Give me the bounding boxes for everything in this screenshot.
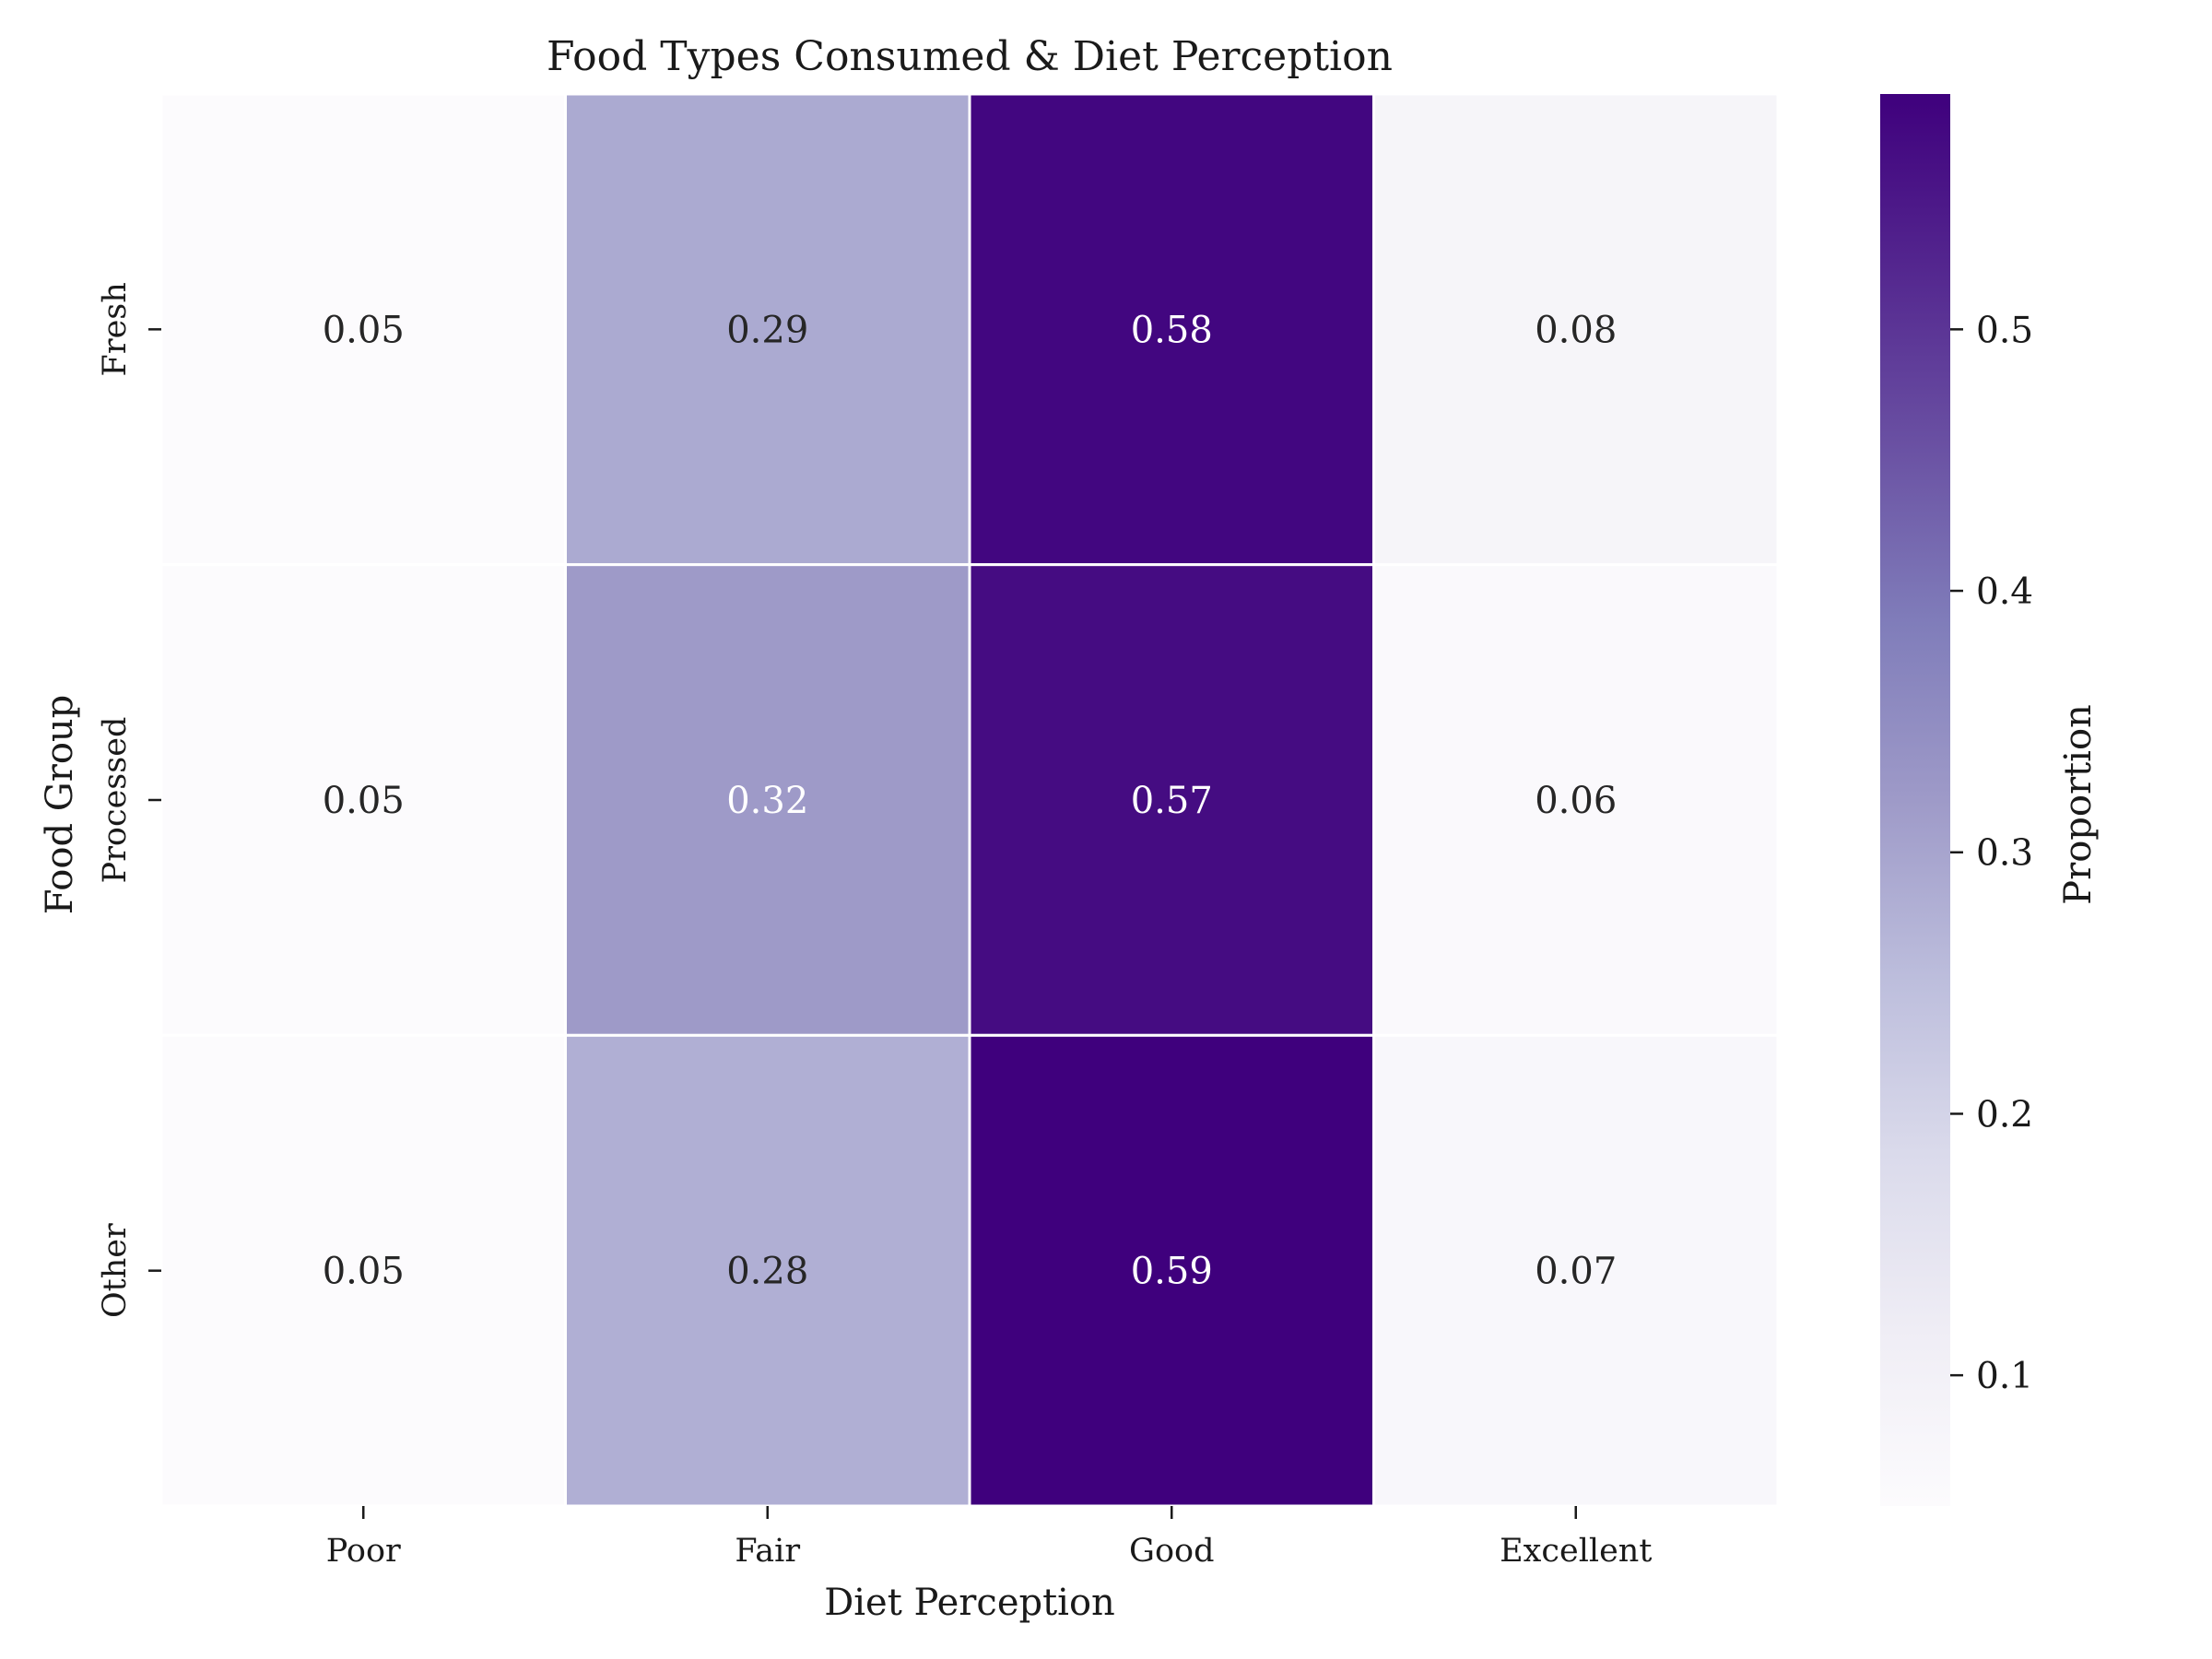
colorbar-tick-label: 0.5 — [1976, 310, 2033, 351]
cell-value-label: 0.05 — [323, 309, 405, 351]
colorbar-ticks: 0.1 0.2 0.3 0.4 0.5 — [1950, 310, 2033, 1397]
x-tick-label: Fair — [735, 1533, 800, 1570]
colorbar-tick-label: 0.3 — [1976, 833, 2033, 875]
cell-value-label: 0.05 — [323, 780, 405, 822]
cell-value-label: 0.06 — [1535, 780, 1617, 822]
y-axis: Fresh Processed Other — [97, 282, 161, 1318]
cell-value-label: 0.08 — [1535, 309, 1617, 351]
heatmap-cell — [1372, 1033, 1780, 1508]
y-tick-label: Fresh — [97, 282, 134, 376]
colorbar-gradient — [1880, 94, 1950, 1506]
cell-value-label: 0.28 — [726, 1251, 808, 1293]
cell-value-label: 0.05 — [323, 1251, 405, 1293]
heatmap-cell — [159, 92, 567, 567]
cell-value-label: 0.59 — [1131, 1251, 1213, 1293]
heatmap-cell — [564, 92, 971, 567]
x-tick-label: Excellent — [1500, 1533, 1652, 1570]
cell-value-label: 0.32 — [726, 780, 808, 822]
colorbar-tick-label: 0.1 — [1976, 1356, 2033, 1397]
heatmap-cell — [564, 1033, 971, 1508]
x-axis-title: Diet Perception — [824, 1582, 1115, 1624]
cell-value-label: 0.29 — [726, 309, 808, 351]
x-axis: Poor Fair Good Excellent — [326, 1506, 1652, 1570]
heatmap-cell — [968, 563, 1375, 1037]
x-tick-label: Good — [1129, 1533, 1215, 1570]
heatmap-cell — [564, 563, 971, 1037]
cell-value-label: 0.57 — [1131, 780, 1213, 822]
colorbar-title: Proportion — [2057, 704, 2100, 905]
heatmap-cell — [159, 563, 567, 1037]
y-tick-label: Other — [97, 1223, 134, 1318]
x-tick-label: Poor — [326, 1533, 401, 1570]
heatmap-cell — [968, 92, 1375, 567]
y-axis-title: Food Group — [39, 695, 81, 915]
heatmap-cell — [1372, 563, 1780, 1037]
heatmap-cell — [1372, 92, 1780, 567]
heatmap-cells: 0.05 0.29 0.58 0.08 0.05 0.32 0.57 0.06 0.05 0.28… — [159, 92, 1780, 1508]
y-tick-label: Processed — [97, 717, 134, 884]
cell-value-label: 0.07 — [1535, 1251, 1617, 1293]
colorbar-tick-label: 0.2 — [1976, 1094, 2033, 1135]
colorbar-tick-label: 0.4 — [1976, 571, 2033, 613]
colorbar: 0.1 0.2 0.3 0.4 0.5 Proportion — [1880, 94, 2100, 1506]
chart-title: Food Types Consumed & Diet Perception — [547, 33, 1393, 80]
cell-value-label: 0.58 — [1131, 309, 1213, 351]
